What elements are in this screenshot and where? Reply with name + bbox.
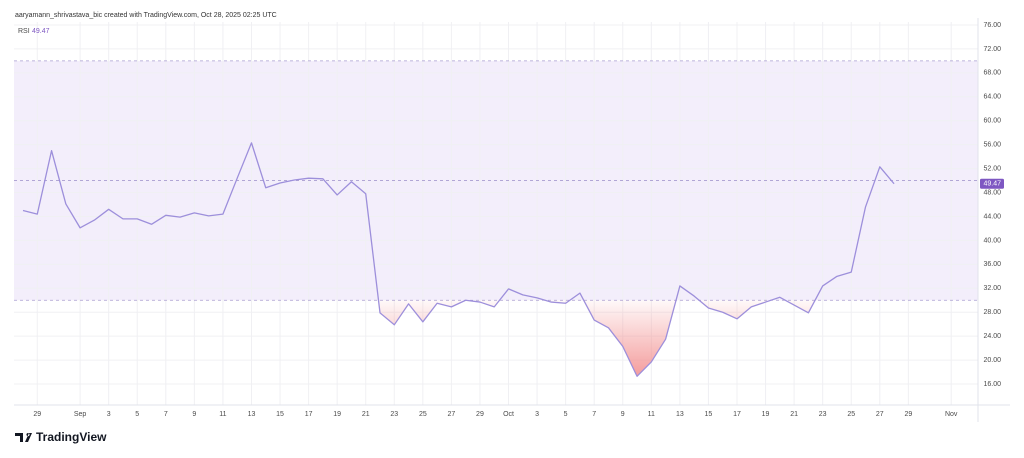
- x-tick-label: 19: [333, 411, 341, 418]
- y-tick-label: 44.00: [983, 213, 1001, 220]
- x-tick-label: 17: [733, 411, 741, 418]
- x-tick-label: 29: [904, 411, 912, 418]
- y-tick-label: 64.00: [983, 94, 1001, 101]
- y-tick-label: 20.00: [983, 357, 1001, 364]
- plot: 16.00 20.00 24.00 28.00 32.00 36.00 40.00 44.00…: [14, 18, 1010, 422]
- y-tick-label: 32.00: [983, 285, 1001, 292]
- x-tick-label: 25: [419, 411, 427, 418]
- y-tick-label: 76.00: [983, 22, 1001, 29]
- y-tick-label: 40.00: [983, 237, 1001, 244]
- y-tick-label: 56.00: [983, 142, 1001, 149]
- x-tick-label: 29: [33, 411, 41, 418]
- y-tick-label: 72.00: [983, 46, 1001, 53]
- legend-name: RSI: [18, 28, 30, 35]
- x-tick-label: 5: [564, 411, 568, 418]
- x-tick-label: 21: [790, 411, 798, 418]
- x-tick-label: 19: [762, 411, 770, 418]
- x-tick-label: 23: [819, 411, 827, 418]
- y-tick-label: 16.00: [983, 381, 1001, 388]
- x-tick-label: 13: [248, 411, 256, 418]
- x-tick-label: 15: [276, 411, 284, 418]
- y-tick-label: 28.00: [983, 309, 1001, 316]
- y-tick-label: 48.00: [983, 189, 1001, 196]
- y-tick-label: 68.00: [983, 70, 1001, 77]
- x-tick-label: 11: [219, 411, 226, 418]
- brand: TradingView: [36, 430, 107, 444]
- x-tick-label: 17: [305, 411, 313, 418]
- x-tick-label: 15: [705, 411, 713, 418]
- x-tick-label: 27: [448, 411, 456, 418]
- x-tick-label: 27: [876, 411, 884, 418]
- x-tick-label: 5: [135, 411, 139, 418]
- x-tick-label: 9: [621, 411, 625, 418]
- y-tick-label: 52.00: [983, 165, 1001, 172]
- attribution: aaryamann_shrivastava_bic created with T…: [15, 12, 277, 19]
- x-tick-label: 23: [390, 411, 398, 418]
- last-value-tag: [980, 178, 1004, 189]
- rsi-line: [22, 142, 895, 377]
- last-value-label: 49.47: [983, 181, 1001, 188]
- x-tick-label: 3: [107, 411, 111, 418]
- y-tick-label: 36.00: [983, 261, 1001, 268]
- x-tick-label: 3: [535, 411, 539, 418]
- x-tick-label: 11: [648, 411, 655, 418]
- x-tick-label: 25: [847, 411, 855, 418]
- x-tick-label: Oct: [503, 411, 514, 418]
- x-tick-label: 13: [676, 411, 684, 418]
- logo: [15, 433, 32, 442]
- legend-value: 49.47: [32, 28, 50, 35]
- x-tick-label: 9: [192, 411, 196, 418]
- x-tick-label: Sep: [74, 411, 87, 418]
- oversold-fill: [378, 300, 816, 377]
- x-tick-label: 7: [592, 411, 596, 418]
- x-tick-label: 29: [476, 411, 484, 418]
- x-tick-label: Nov: [945, 411, 958, 418]
- y-tick-label: 24.00: [983, 333, 1001, 340]
- x-tick-label: 21: [362, 411, 370, 418]
- x-tick-label: 7: [164, 411, 168, 418]
- y-tick-label: 60.00: [983, 118, 1001, 125]
